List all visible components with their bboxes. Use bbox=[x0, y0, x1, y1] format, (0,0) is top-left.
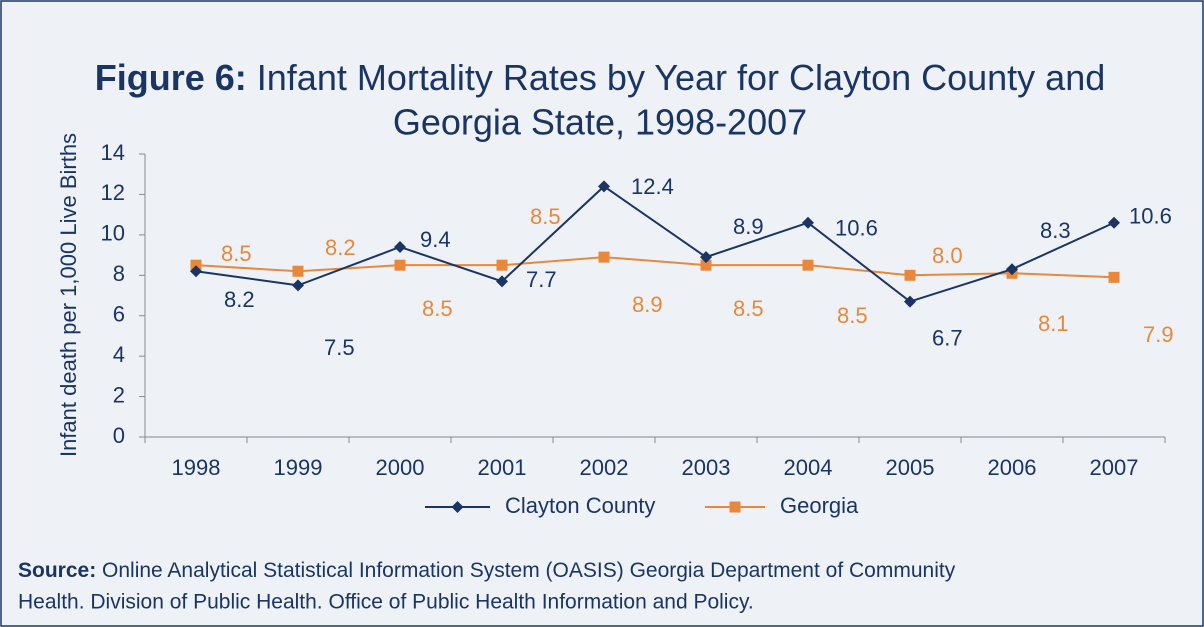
point bbox=[292, 265, 304, 277]
data-label: 8.2 bbox=[325, 235, 356, 260]
x-tick-label: 2001 bbox=[478, 455, 527, 480]
data-label: 10.6 bbox=[835, 216, 878, 241]
data-label: 8.0 bbox=[932, 243, 963, 268]
data-label: 8.2 bbox=[224, 287, 255, 312]
data-label: 12.4 bbox=[631, 174, 674, 199]
point bbox=[292, 279, 304, 292]
point bbox=[904, 269, 916, 281]
point bbox=[802, 216, 814, 229]
data-label: 9.4 bbox=[420, 227, 451, 252]
y-tick-label: 12 bbox=[101, 180, 125, 205]
point bbox=[394, 240, 406, 253]
source-label: Source: bbox=[18, 559, 96, 582]
series-line bbox=[195, 185, 1115, 303]
data-label: 8.3 bbox=[1040, 218, 1071, 243]
data-label: 8.1 bbox=[1038, 311, 1069, 336]
data-label: 8.9 bbox=[733, 214, 764, 239]
point bbox=[1108, 216, 1120, 229]
point bbox=[700, 259, 712, 271]
y-tick-label: 2 bbox=[113, 382, 125, 407]
legend-label: Clayton County bbox=[505, 493, 655, 518]
data-label: 8.9 bbox=[632, 292, 663, 317]
y-tick-label: 6 bbox=[113, 302, 125, 327]
source-text: Online Analytical Statistical Informatio… bbox=[102, 559, 956, 582]
x-tick-label: 2006 bbox=[988, 455, 1037, 480]
y-tick-label: 4 bbox=[113, 342, 125, 367]
data-label: 6.7 bbox=[932, 325, 963, 350]
x-tick-label: 2004 bbox=[784, 455, 833, 480]
x-tick-label: 1999 bbox=[274, 455, 323, 480]
source-text: Health. Division of Public Health. Offic… bbox=[18, 591, 754, 614]
legend-marker bbox=[451, 501, 464, 513]
data-label: 8.5 bbox=[221, 241, 252, 266]
point bbox=[190, 259, 202, 271]
data-label: 7.5 bbox=[324, 335, 355, 360]
data-label: 7.9 bbox=[1143, 322, 1174, 347]
data-label: 10.6 bbox=[1129, 204, 1172, 229]
x-tick-label: 1998 bbox=[172, 455, 221, 480]
data-label: 8.5 bbox=[733, 296, 764, 321]
title-line: Infant Mortality Rates by Year for Clayt… bbox=[257, 57, 1105, 98]
x-tick-label: 2005 bbox=[886, 455, 935, 480]
series-line bbox=[195, 256, 1115, 279]
point bbox=[598, 251, 610, 263]
x-tick-label: 2000 bbox=[376, 455, 425, 480]
point bbox=[394, 259, 406, 271]
point bbox=[802, 259, 814, 271]
point bbox=[700, 251, 712, 264]
y-tick-label: 8 bbox=[113, 261, 125, 286]
x-tick-label: 2007 bbox=[1090, 455, 1139, 480]
point bbox=[904, 295, 916, 308]
chart-title: Georgia State, 1998-2007 bbox=[393, 102, 807, 143]
point bbox=[496, 259, 508, 271]
data-label: 7.7 bbox=[526, 267, 557, 292]
y-tick-label: 0 bbox=[113, 423, 125, 448]
data-label: 8.5 bbox=[837, 303, 868, 328]
legend-label: Georgia bbox=[780, 493, 859, 518]
point bbox=[1108, 271, 1120, 283]
y-tick-label: 14 bbox=[101, 140, 125, 165]
point bbox=[190, 265, 202, 278]
x-tick-label: 2003 bbox=[682, 455, 731, 480]
legend-marker bbox=[729, 501, 741, 513]
source: Source: Online Analytical Statistical In… bbox=[18, 559, 956, 582]
y-tick-label: 10 bbox=[101, 221, 125, 246]
point bbox=[1006, 263, 1018, 276]
title-label: Figure 6: bbox=[95, 57, 247, 98]
chart-title: Figure 6: Infant Mortality Rates by Year… bbox=[95, 57, 1106, 98]
data-label: 8.5 bbox=[422, 296, 453, 321]
point bbox=[496, 275, 508, 288]
y-axis-label: Infant death per 1,000 Live Births bbox=[56, 133, 81, 457]
x-tick-label: 2002 bbox=[580, 455, 629, 480]
point bbox=[598, 180, 610, 193]
data-label: 8.5 bbox=[530, 204, 561, 229]
